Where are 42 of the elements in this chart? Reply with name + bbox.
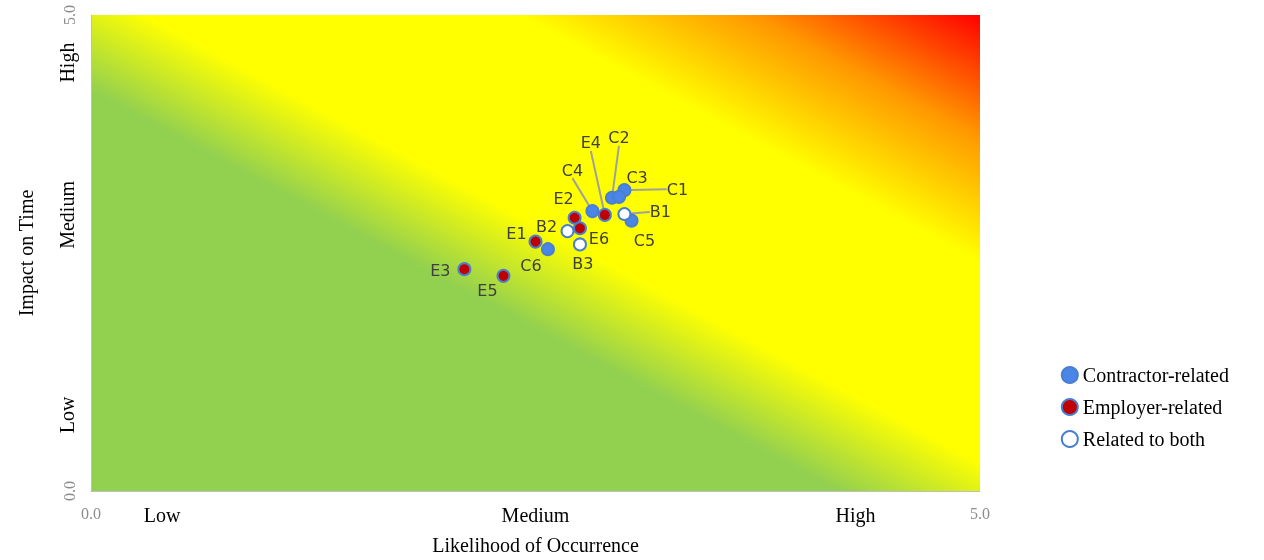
- point: [457, 262, 472, 277]
- data-label: C5: [633, 231, 656, 251]
- point: [597, 207, 612, 222]
- data-label: C3: [626, 168, 648, 188]
- x-tick-label: 0.0: [81, 504, 101, 522]
- point: [572, 237, 587, 252]
- data-label: E2: [553, 189, 574, 209]
- y-tick-label: Medium: [56, 180, 78, 249]
- point: [528, 234, 543, 249]
- x-tick-label: Medium: [501, 504, 570, 526]
- point: [560, 224, 575, 239]
- point: [567, 210, 582, 225]
- legend-label: Related to both: [1082, 428, 1206, 450]
- data-label: C6: [520, 255, 542, 275]
- data-label: E4: [580, 133, 601, 153]
- x-tick-label: Low: [143, 504, 181, 526]
- point: [496, 268, 511, 283]
- data-label: B2: [535, 216, 558, 236]
- data-label: B1: [649, 202, 671, 222]
- data-label: E6: [588, 228, 610, 248]
- data-label: C2: [608, 128, 630, 148]
- point: [585, 204, 600, 219]
- point: [612, 189, 627, 204]
- point: [540, 242, 555, 257]
- data-label: B3: [572, 253, 594, 273]
- data-label: C1: [666, 179, 689, 199]
- x-axis-title: Likelihood of Occurrence: [432, 534, 639, 556]
- point: [617, 206, 632, 221]
- y-axis-title: Impact on Time: [15, 189, 38, 317]
- y-tick-label: High: [56, 42, 79, 83]
- data-label: E1: [506, 224, 527, 244]
- y-tick-label: 0.0: [60, 481, 78, 501]
- data-label: C4: [561, 160, 584, 180]
- legend-label: Contractor-related: [1082, 364, 1230, 386]
- data-label: E5: [477, 281, 498, 301]
- x-tick-label: 5.0: [970, 504, 990, 522]
- legend-label: Employer-related: [1082, 396, 1223, 419]
- y-tick-label: 5.0: [60, 5, 78, 25]
- y-tick-label: Low: [56, 395, 78, 434]
- x-tick-label: High: [835, 504, 876, 527]
- data-label: E3: [430, 260, 451, 280]
- point: [572, 221, 587, 236]
